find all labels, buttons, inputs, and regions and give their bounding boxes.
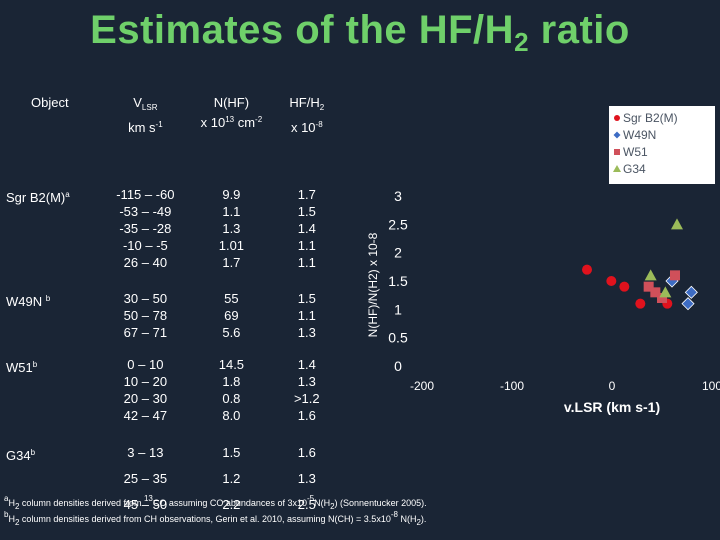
y-axis-label: N(HF)/N(H2) x 10-8 — [366, 232, 380, 337]
hf-ratio-table: Object VLSR km s-1 N(HF) x 1013 cm-2 HF/… — [2, 82, 344, 518]
header-object: Object — [31, 95, 69, 110]
point-g34 — [659, 286, 672, 298]
table-row: G34b 3 – 13 25 – 35 45 – 50 1.5 1.2 2.2 1.6 1… — [2, 438, 344, 518]
table-row: Sgr B2(M)a -115 – -60 -53 – -49 -35 – -28-… — [2, 178, 344, 286]
row-nhf: 55 69 5.6 — [222, 291, 241, 340]
table-row: W51b 0 – 10 10 – 20 20 – 30 42 – 47 14.5 1.8… — [2, 352, 344, 438]
row-ratio: 1.4 1.3 >1.2 1.6 — [293, 357, 320, 423]
legend-marker — [613, 165, 621, 172]
row-vlsr: -115 – -60 -53 – -49 -35 – -28 -10 – -5 26 –… — [116, 187, 175, 270]
y-tick-label: 0 — [394, 358, 402, 374]
point-w51 — [657, 293, 667, 303]
title-main: Estimates of the HF/H — [90, 8, 515, 52]
point-g34 — [671, 218, 683, 230]
row-ratio: 1.6 1.3 2.5 — [297, 445, 316, 512]
x-ticks: -200 -100 0 100 — [410, 379, 720, 393]
y-tick-label: 1.5 — [388, 273, 408, 289]
legend-label: Sgr B2(M) — [623, 111, 678, 125]
title-tail: ratio — [529, 8, 630, 52]
row-vlsr: 0 – 10 10 – 20 20 – 30 42 – 47 — [123, 357, 168, 423]
row-nhf: 9.9 1.1 1.3 1.01 1.7 — [218, 187, 245, 270]
header-ratio: HF/H2 x 10-8 — [289, 95, 325, 135]
y-tick-label: 3 — [394, 188, 402, 204]
x-tick-label: -100 — [500, 379, 524, 393]
row-vlsr: 30 – 50 50 – 78 67 – 71 — [123, 291, 168, 340]
point-w49n — [681, 297, 695, 311]
footnote-b: bH2 column densities derived from CH obs… — [4, 510, 427, 527]
point-w51 — [650, 287, 661, 298]
row-vlsr: 3 – 13 25 – 35 45 – 50 — [123, 445, 168, 512]
data-points — [582, 218, 698, 311]
y-ticks: 0 0.5 1 1.5 2 2.5 3 — [388, 188, 408, 374]
row-object: W49N b — [6, 294, 51, 309]
footnote-a: aH2 column densities derived from 13CO a… — [4, 494, 427, 511]
x-axis-label: v.LSR (km s-1) — [564, 399, 660, 415]
row-object: W51b — [6, 360, 38, 375]
point-g34 — [644, 269, 657, 281]
y-tick-label: 0.5 — [388, 330, 408, 346]
y-tick-label: 2.5 — [388, 216, 408, 232]
row-nhf: 1.5 1.2 2.2 — [222, 445, 241, 512]
row-object: G34b — [6, 448, 36, 463]
slide-title: Estimates of the HF/H2 ratio — [0, 8, 720, 58]
row-object: Sgr B2(M)a — [6, 190, 70, 205]
x-tick-label: -200 — [410, 379, 434, 393]
legend-box — [609, 106, 715, 184]
row-nhf: 14.5 1.8 0.8 8.0 — [218, 357, 245, 423]
row-ratio: 1.7 1.5 1.4 1.1 1.1 — [297, 187, 316, 270]
legend-label: W49N — [623, 128, 656, 142]
title-subscript: 2 — [514, 27, 530, 57]
table-header-row: Object VLSR km s-1 N(HF) x 1013 cm-2 HF/… — [2, 82, 344, 178]
y-tick-label: 2 — [394, 245, 402, 261]
point-w51 — [670, 270, 680, 281]
point-w49n — [684, 285, 698, 299]
header-vlsr: VLSR km s-1 — [128, 95, 163, 135]
point-sgr-b2-m — [582, 264, 592, 275]
point-sgr-b2-m — [635, 298, 646, 309]
table-row: W49N b 30 – 50 50 – 78 67 – 71 55 69 5.6 1.5… — [2, 286, 344, 352]
legend-label: W51 — [623, 145, 648, 159]
chart-svg: Sgr B2(M) W49N W51 G34 N(HF)/N(H2) x 10-8 v… — [366, 106, 720, 415]
legend-marker — [612, 130, 622, 140]
x-tick-label: 0 — [609, 379, 616, 393]
legend-marker — [614, 115, 620, 121]
legend-label: G34 — [623, 162, 646, 176]
legend-marker — [614, 149, 620, 155]
header-nhf: N(HF) x 1013 cm-2 — [200, 95, 263, 130]
point-sgr-b2-m — [619, 281, 630, 292]
y-tick-label: 1 — [394, 301, 402, 317]
legend: Sgr B2(M) W49N W51 G34 — [612, 111, 678, 176]
row-ratio: 1.5 1.1 1.3 — [297, 291, 316, 340]
scatter-chart: Sgr B2(M) W49N W51 G34 N(HF)/N(H2) x 10-8 v… — [355, 100, 720, 430]
x-tick-label: 100 — [702, 379, 720, 393]
point-w51 — [643, 281, 654, 292]
point-sgr-b2-m — [606, 276, 617, 286]
